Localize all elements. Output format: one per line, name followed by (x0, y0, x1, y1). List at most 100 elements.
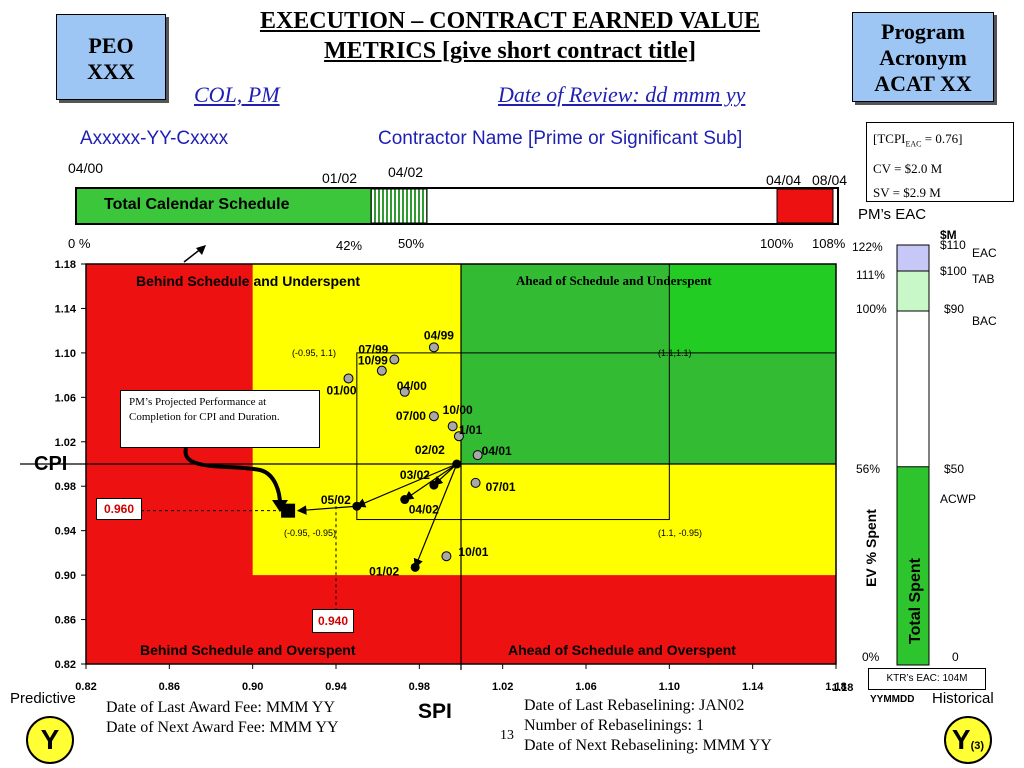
award-fee-next: Date of Next Award Fee: MMM YY (106, 719, 339, 736)
x-tick-label: 1.10 (659, 681, 680, 693)
trend-arrow (413, 463, 458, 569)
recent-point-label: 01/02 (369, 564, 399, 578)
schedule-pct-review: 42% (336, 238, 363, 253)
x-tick-label: 1.06 (575, 681, 596, 693)
historical-point-label: 1/01 (459, 423, 483, 437)
schedule-date-late: 08/04 (812, 172, 848, 188)
schedule-pct-start: 0 % (68, 236, 91, 251)
plot-frame (85, 263, 837, 665)
x-axis-end-label: 1.18 (832, 682, 854, 694)
x-tick-label: 1.18 (825, 681, 846, 693)
trend-arrow (403, 463, 458, 501)
ktr-eac-box: KTR’s EAC: 104M (868, 668, 986, 690)
gauge-unit: $M (940, 228, 957, 242)
schedule-pct-mid: 50% (398, 236, 425, 251)
corner-label-top-left: (-0.95, 1.1) (292, 348, 337, 358)
schedule-date-review: 01/02 (322, 170, 358, 186)
historical-point (428, 411, 439, 422)
recent-point (400, 495, 410, 505)
historical-point (470, 477, 481, 488)
gauge-pct-0: 0% (862, 650, 880, 664)
corner-label-top-right: (1.1,1.1) (658, 348, 692, 358)
schedule-bar-label: Total Calendar Schedule (104, 196, 290, 213)
gauge-pct-100: 100% (856, 302, 887, 316)
gauge-pct-111: 111% (856, 268, 885, 282)
gauge-spent-fill (896, 466, 930, 666)
gauge-bac-label: BAC (972, 314, 997, 328)
gauge-money-50: $50 (944, 462, 965, 476)
y-tick-label: 1.06 (55, 392, 76, 404)
award-fee-dates: Date of Last Award Fee: MMM YY Date of N… (106, 698, 339, 738)
recent-point (352, 501, 362, 511)
y-tick-label: 0.94 (55, 526, 77, 538)
rebaseline-count: Number of Rebaselinings: 1 (524, 717, 704, 734)
page-number: 13 (500, 728, 514, 743)
rebaseline-next: Date of Next Rebaselining: MMM YY (524, 737, 772, 754)
historical-point (472, 450, 483, 461)
gauge-eac-label: EAC (972, 246, 997, 260)
historical-point (343, 373, 354, 384)
schedule-arrow (183, 245, 206, 263)
gauge-money-0: 0 (952, 650, 959, 664)
y-tick-label: 1.02 (55, 437, 76, 449)
gauge-eac-band (896, 244, 930, 272)
peo-line2: XXX (87, 59, 135, 84)
historical-point (376, 365, 387, 376)
recent-point-label: 03/02 (400, 468, 430, 482)
projection-arrow (296, 505, 357, 515)
x-tick-label: 0.82 (75, 681, 96, 693)
program-box: Program Acronym ACAT XX (852, 12, 994, 102)
y-tick-label: 1.18 (55, 259, 76, 271)
contractor-name: Contractor Name [Prime or Significant Su… (378, 128, 743, 149)
gauge-money-110: $110 (940, 238, 966, 252)
gauge-pct-122: 122% (852, 240, 883, 254)
historical-point-label: 07/01 (486, 480, 516, 494)
y-tick-label: 1.14 (55, 303, 77, 315)
y-tick-label: 1.10 (55, 348, 76, 360)
x-tick-label: 0.94 (325, 681, 347, 693)
corner-label-bottom-left: (-0.95, -0.95) (284, 528, 337, 538)
cpi-spi-chart: 0.82 0.86 0.90 0.94 0.98 1.02 1.06 1.10 1.14 1.18… (20, 259, 847, 693)
zone-green-top (668, 263, 837, 354)
yymmdd-label: YYMMDD (870, 694, 915, 705)
gauge-tab-band (896, 270, 930, 312)
schedule-bar-overrun (776, 188, 834, 224)
contract-number: Axxxxx-YY-Cxxxx (80, 128, 229, 149)
status-y-right: Y(3) (944, 716, 992, 764)
title-line2: METRICS [give short contract title] (324, 38, 696, 64)
y-tick-label: 0.98 (55, 481, 76, 493)
gauge-title: PM’s EAC (858, 206, 927, 223)
recent-point-label: 05/02 (321, 493, 351, 507)
schedule-bar-elapsed (77, 189, 371, 223)
historical-point-label: 04/00 (397, 379, 427, 393)
historical-point-label: 10/99 (358, 354, 388, 368)
summary-box: [TCPIEAC = 0.76] CV = $2.0 M SV = $2.9 M (866, 122, 1014, 202)
cpi-axis-label: CPI (34, 453, 68, 475)
historical-point-label: 07/00 (396, 409, 426, 423)
historical-point-label: 07/99 (358, 343, 388, 357)
callout-arrowhead (272, 500, 288, 512)
recent-point (410, 562, 420, 572)
rebaseline-last: Date of Last Rebaselining: JAN02 (524, 697, 745, 714)
cv-text: CV = $2.0 M (873, 160, 943, 176)
schedule-date-start: 04/00 (68, 160, 104, 176)
page-title: EXECUTION – CONTRACT EARNED VALUE METRIC… (180, 6, 840, 66)
historical-point (447, 421, 458, 432)
historical-point-label: 04/99 (424, 328, 454, 342)
schedule-bar-hatched (370, 188, 428, 224)
gauge-money-100: $100 (940, 264, 967, 278)
spi-axis-label: SPI (418, 700, 452, 723)
y-tick-label: 0.82 (55, 659, 76, 671)
trend-arrow (433, 463, 458, 486)
gauge-ev-label: EV % Spent (863, 509, 879, 587)
eac-gauge (896, 244, 930, 666)
projected-spi-value: 0.940 (312, 609, 354, 633)
schedule-pct-late: 108% (812, 236, 846, 251)
y-tick-label: 0.90 (55, 570, 76, 582)
historical-point-label: 10/00 (443, 403, 473, 417)
historical-point (399, 386, 410, 397)
tcpi-text: [TCPIEAC = 0.76] (873, 131, 963, 149)
historical-point (453, 431, 464, 442)
historical-point (389, 354, 400, 365)
status-y-left: Y (26, 716, 74, 764)
